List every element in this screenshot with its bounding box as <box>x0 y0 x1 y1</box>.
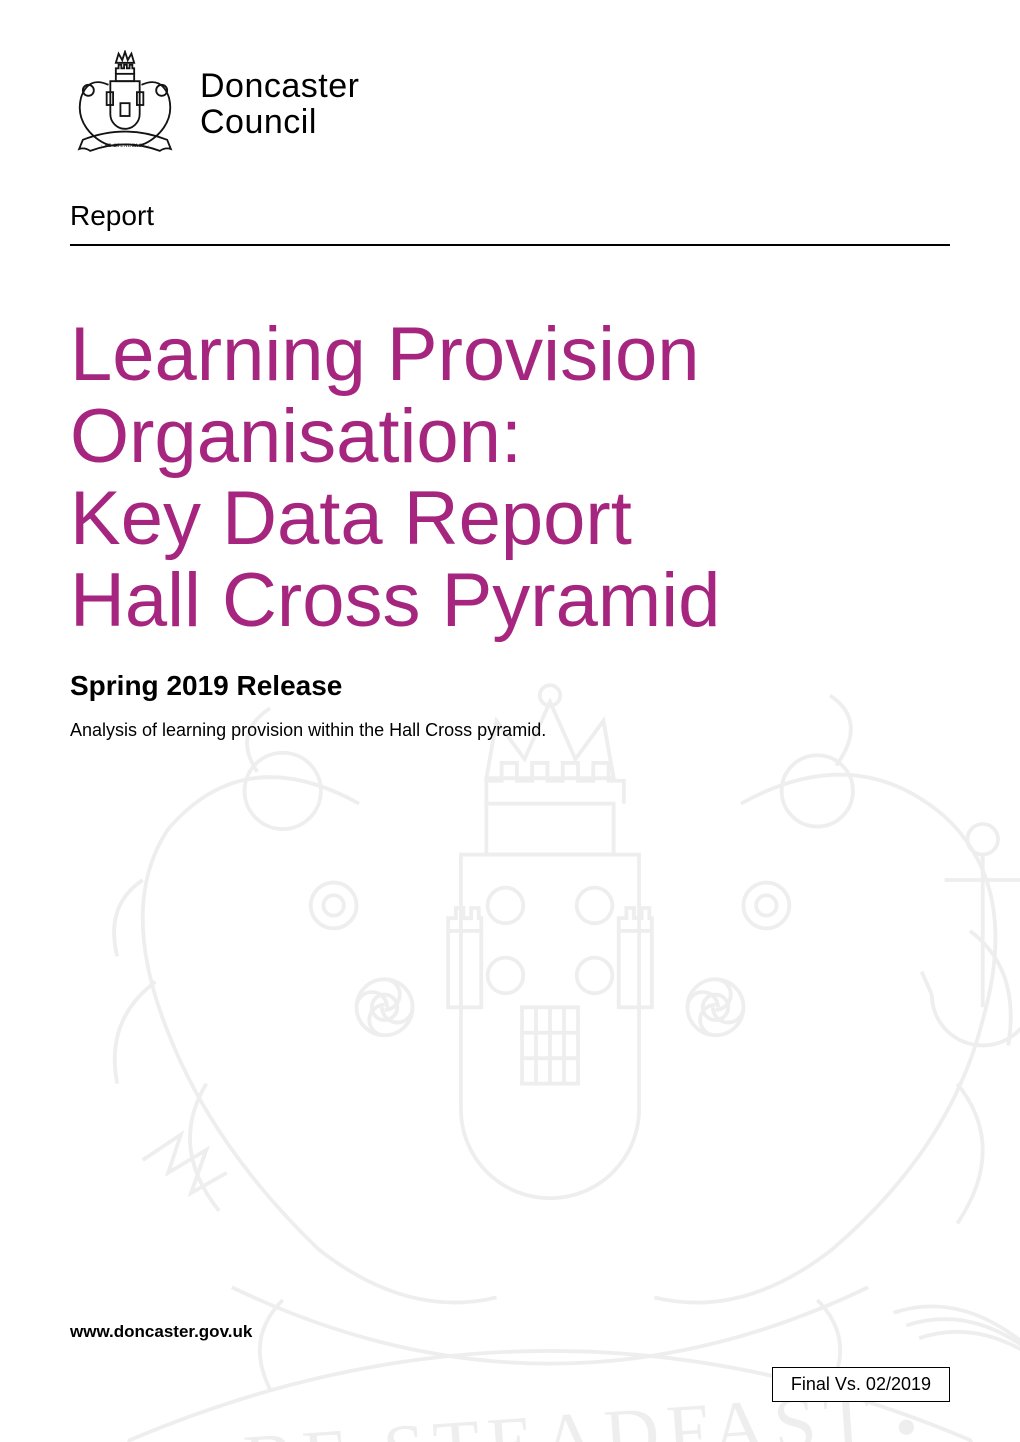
council-crest-icon: · BE STEADFAST · <box>70 50 180 160</box>
report-label: Report <box>70 200 950 232</box>
org-name-line2: Council <box>200 105 359 141</box>
title-line2: Organisation: <box>70 394 522 479</box>
release-subtitle: Spring 2019 Release <box>70 670 950 702</box>
title-line4: Hall Cross Pyramid <box>70 558 720 643</box>
organisation-name: Doncaster Council <box>200 69 359 140</box>
version-box: Final Vs. 02/2019 <box>772 1367 950 1402</box>
document-title: Learning Provision Organisation: Key Dat… <box>70 314 950 642</box>
org-name-line1: Doncaster <box>200 69 359 105</box>
description-text: Analysis of learning provision within th… <box>70 720 950 741</box>
title-line3: Key Data Report <box>70 476 632 561</box>
title-line1: Learning Provision <box>70 312 700 397</box>
header-logo-block: · BE STEADFAST · Doncaster Council <box>70 50 950 160</box>
svg-text:· BE STEADFAST ·: · BE STEADFAST · <box>101 143 150 149</box>
footer-url: www.doncaster.gov.uk <box>70 1322 252 1342</box>
header-divider <box>70 244 950 246</box>
